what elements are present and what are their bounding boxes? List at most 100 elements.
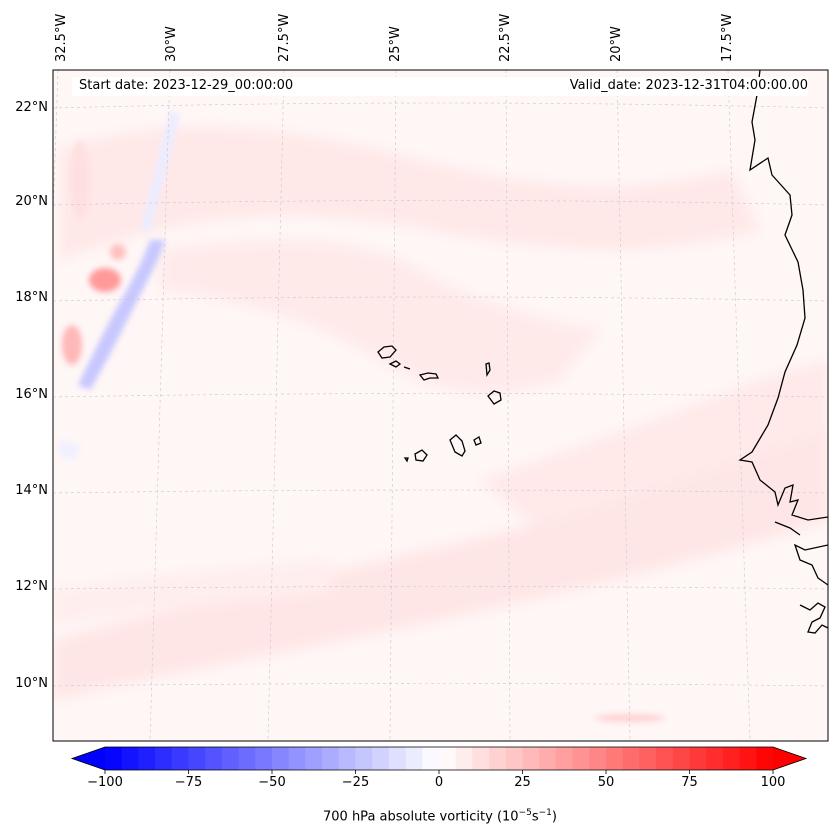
colorbar-segment xyxy=(489,747,507,770)
colorbar-segment xyxy=(572,747,590,770)
colorbar-segment xyxy=(472,747,490,770)
negative-filament-west xyxy=(78,240,165,390)
colorbar-segment xyxy=(155,747,173,770)
colorbar-segment xyxy=(589,747,607,770)
colorbar-segment xyxy=(606,747,624,770)
colorbar-extend-max xyxy=(773,747,806,770)
cape-verde-islands xyxy=(377,345,502,463)
island-sal xyxy=(485,362,491,378)
positive-vorticity xyxy=(62,140,665,722)
positive-max-2 xyxy=(110,244,126,260)
vorticity-band-central xyxy=(160,240,600,393)
colorbar-segment xyxy=(322,747,340,770)
colorbar-segment xyxy=(105,747,123,770)
gambia-river xyxy=(774,521,801,536)
island-santa-luzia xyxy=(403,366,411,370)
colorbar xyxy=(70,746,808,774)
africa-coastline-south xyxy=(793,543,828,586)
colorbar-segment xyxy=(722,747,741,770)
negative-patch-south xyxy=(58,440,80,460)
colorbar-segment xyxy=(372,747,390,770)
colorbar-segment xyxy=(422,747,440,770)
colorbar-segment xyxy=(272,747,290,770)
longitude-label: 17.5°W xyxy=(720,13,735,62)
positive-max-5 xyxy=(595,714,665,722)
latitude-label: 20°N xyxy=(15,194,48,209)
colorbar-extend-min xyxy=(72,747,105,770)
colorbar-tick-label: −100 xyxy=(87,775,123,790)
colorbar-segment xyxy=(439,747,457,770)
colorbar-segment xyxy=(622,747,640,770)
coastline xyxy=(738,70,828,634)
colorbar-segment xyxy=(288,747,306,770)
colorbar-segment xyxy=(689,747,707,770)
colorbar-segment xyxy=(656,747,674,770)
latitude-label: 10°N xyxy=(15,676,48,691)
positive-max-1 xyxy=(89,268,121,292)
vorticity-band-east xyxy=(480,360,828,530)
map-panel xyxy=(53,70,828,741)
valid-date-label: Valid_date: 2023-12-31T04:00:00.00 xyxy=(569,78,808,93)
longitude-label: 22.5°W xyxy=(498,13,513,62)
colorbar-segment xyxy=(255,747,273,770)
valid-date-box xyxy=(308,77,808,96)
colorbar-tick-label: −25 xyxy=(341,775,370,790)
vorticity-field xyxy=(53,127,828,700)
colorbar-segment xyxy=(305,747,323,770)
positive-max-3 xyxy=(62,325,82,365)
colorbar-segment xyxy=(639,747,657,770)
start-date-box xyxy=(72,77,308,96)
latitude-label: 14°N xyxy=(15,483,48,498)
colorbar-tick-label: 75 xyxy=(681,775,698,790)
colorbar-segment xyxy=(188,747,206,770)
gridlines xyxy=(53,70,828,741)
vorticity-band-north xyxy=(60,127,760,260)
island-fogo xyxy=(414,449,428,462)
colorbar-tick-label: 100 xyxy=(760,775,786,790)
colorbar-segment xyxy=(405,747,423,770)
colorbar-tick-label: 50 xyxy=(597,775,615,790)
longitude-label: 25°W xyxy=(388,26,403,62)
colorbar-segment xyxy=(388,747,407,770)
colorbar-segment xyxy=(756,747,774,770)
start-date-label: Start date: 2023-12-29_00:00:00 xyxy=(79,78,294,93)
latitude-label: 12°N xyxy=(15,579,48,594)
island-santiago xyxy=(449,434,466,457)
vorticity-band-south xyxy=(53,430,828,700)
longitude-label: 20°W xyxy=(609,26,624,62)
colorbar-tick-label: 0 xyxy=(434,775,444,790)
island-boa-vista xyxy=(487,390,502,405)
positive-max-4 xyxy=(70,140,90,220)
island-sao-nicolau xyxy=(418,372,440,381)
guinea-bissau-islands xyxy=(799,602,828,634)
longitude-label: 30°W xyxy=(164,26,179,62)
island-maio xyxy=(473,436,482,446)
colorbar-segment xyxy=(205,747,223,770)
latitude-label: 22°N xyxy=(15,100,48,115)
colorbar-segment xyxy=(455,747,473,770)
colorbar-tick-label: −75 xyxy=(174,775,203,790)
colorbar-segment xyxy=(672,747,691,770)
negative-filament-north xyxy=(140,110,180,232)
latitude-label: 18°N xyxy=(15,290,48,305)
colorbar-segment xyxy=(505,747,524,770)
colorbar-segment xyxy=(539,747,557,770)
longitude-label: 27.5°W xyxy=(277,13,292,62)
colorbar-segment xyxy=(338,747,357,770)
colorbar-segment xyxy=(555,747,574,770)
latitude-label: 16°N xyxy=(15,387,48,402)
colorbar-title: 700 hPa absolute vorticity (10−5s−1) xyxy=(323,808,557,825)
colorbar-segment xyxy=(221,747,240,770)
island-santo-antao xyxy=(377,345,397,359)
colorbar-segment xyxy=(138,747,156,770)
negative-vorticity xyxy=(58,110,180,460)
colorbar-segment xyxy=(171,747,190,770)
colorbar-segment xyxy=(522,747,540,770)
colorbar-tick-label: 25 xyxy=(514,775,531,790)
africa-coastline xyxy=(738,70,828,521)
longitude-label: 32.5°W xyxy=(54,13,69,62)
map-frame xyxy=(52,69,829,742)
vorticity-band-southwest xyxy=(53,560,330,625)
island-brava xyxy=(403,457,409,463)
